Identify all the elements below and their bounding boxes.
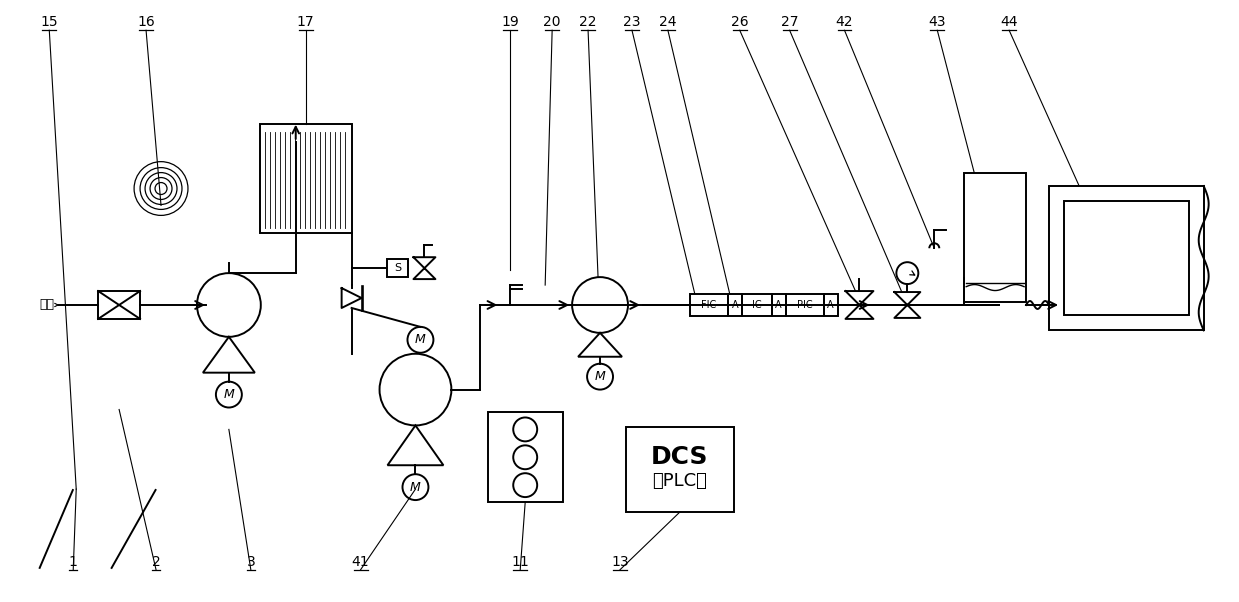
Text: 1: 1 xyxy=(69,555,78,569)
Text: 27: 27 xyxy=(781,15,798,29)
Text: 42: 42 xyxy=(836,15,854,29)
Bar xyxy=(488,412,563,502)
Text: 26: 26 xyxy=(731,15,748,29)
Text: A: A xyxy=(731,300,738,310)
Bar xyxy=(260,124,352,234)
Bar xyxy=(1064,201,1188,315)
Text: 空气: 空气 xyxy=(40,299,55,311)
Text: 16: 16 xyxy=(138,15,155,29)
Text: 43: 43 xyxy=(928,15,947,29)
Text: 20: 20 xyxy=(544,15,561,29)
Text: A: A xyxy=(776,300,782,310)
Text: 3: 3 xyxy=(247,555,255,569)
Bar xyxy=(824,294,838,316)
Text: FIC: FIC xyxy=(701,300,716,310)
Text: 22: 22 xyxy=(580,15,597,29)
Text: 44: 44 xyxy=(1000,15,1018,29)
Text: M: M xyxy=(223,388,234,401)
Bar xyxy=(727,294,742,316)
Text: IC: IC xyxy=(752,300,762,310)
Text: M: M xyxy=(595,370,606,383)
Bar xyxy=(964,173,1026,302)
Bar xyxy=(98,291,140,319)
Text: 23: 23 xyxy=(623,15,641,29)
Text: 17: 17 xyxy=(297,15,315,29)
Text: S: S xyxy=(394,263,401,273)
Bar xyxy=(742,294,772,316)
Bar xyxy=(626,427,733,512)
Text: 13: 13 xyxy=(611,555,629,569)
Text: 15: 15 xyxy=(41,15,58,29)
Text: DCS: DCS xyxy=(652,445,709,470)
Text: PIC: PIC xyxy=(797,300,813,310)
Text: A: A xyxy=(828,300,834,310)
Text: 19: 19 xyxy=(502,15,519,29)
Text: 2: 2 xyxy=(151,555,160,569)
Text: M: M xyxy=(410,480,421,494)
Bar xyxy=(387,259,409,277)
Bar xyxy=(690,294,727,316)
Bar xyxy=(786,294,824,316)
Text: M: M xyxy=(415,334,426,346)
Text: 〈PLC〉: 〈PLC〉 xyxy=(653,472,707,490)
Bar xyxy=(1049,186,1203,330)
Bar xyxy=(772,294,786,316)
Text: 11: 11 xyxy=(512,555,529,569)
Text: 41: 41 xyxy=(352,555,369,569)
Text: 24: 24 xyxy=(659,15,676,29)
